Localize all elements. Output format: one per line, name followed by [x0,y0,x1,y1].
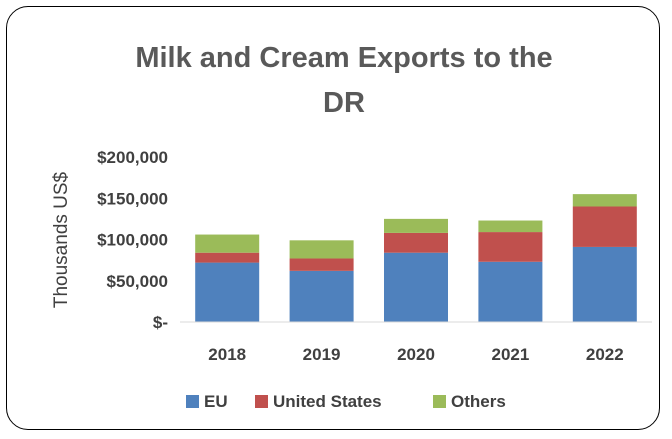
bar-united-states-2018 [195,252,260,263]
x-tick-label: 2022 [586,345,624,364]
bar-eu-2020 [384,252,448,322]
legend-label-eu: EU [204,392,228,411]
y-tick-label: $150,000 [97,189,168,208]
legend-swatch-others [433,395,446,408]
bar-others-2020 [384,218,448,233]
chart-title-line-2: DR [323,87,365,119]
bar-eu-2021 [478,261,543,322]
bar-united-states-2019 [289,258,354,271]
y-tick-label: $- [153,313,168,332]
y-axis-label: Thousands US$ [51,171,72,308]
y-tick-label: $50,000 [107,272,168,291]
bar-eu-2019 [289,270,354,322]
y-tick-label: $200,000 [97,148,168,167]
bar-eu-2022 [572,246,637,322]
chart-title-line-1: Milk and Cream Exports to the [135,42,552,74]
bar-united-states-2021 [478,232,543,262]
bar-others-2022 [572,194,637,207]
bar-eu-2018 [195,262,260,322]
legend-label-united-states: United States [273,392,382,411]
legend-label-others: Others [451,392,506,411]
x-tick-label: 2018 [208,345,246,364]
bar-united-states-2022 [572,206,637,247]
x-tick-label: 2019 [303,345,341,364]
bar-others-2021 [478,220,543,233]
bar-others-2019 [289,240,354,259]
legend-swatch-united-states [255,395,268,408]
x-tick-label: 2020 [397,345,435,364]
bar-others-2018 [195,234,260,253]
x-tick-label: 2021 [491,345,529,364]
bar-united-states-2020 [384,232,448,253]
chart-frame [6,6,660,430]
y-tick-label: $100,000 [97,231,168,250]
legend-swatch-eu [186,395,199,408]
